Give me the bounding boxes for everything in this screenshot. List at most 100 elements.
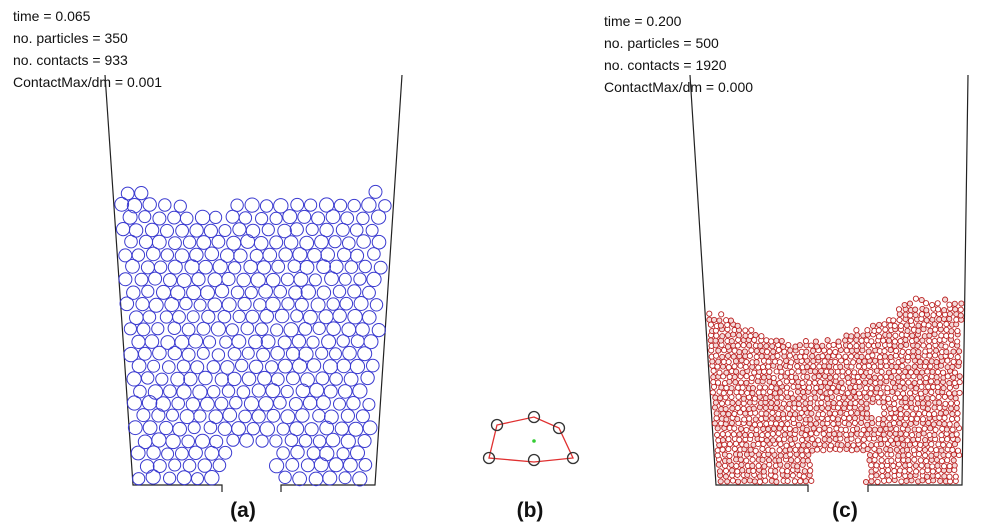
info-line: time = 0.065	[13, 8, 91, 24]
particle	[344, 372, 358, 386]
particle	[735, 405, 740, 410]
particle	[879, 442, 884, 447]
particle	[238, 297, 251, 310]
particle	[180, 212, 193, 225]
particle	[262, 224, 274, 236]
particle	[855, 411, 860, 416]
particle	[754, 360, 759, 365]
particle	[766, 458, 771, 463]
particle	[927, 344, 932, 349]
particle	[844, 333, 849, 338]
particle	[808, 417, 813, 422]
particle	[930, 464, 935, 469]
particle	[855, 333, 860, 338]
particle	[823, 380, 828, 385]
particle	[290, 422, 304, 436]
particle	[712, 317, 717, 322]
particle	[914, 337, 919, 342]
particle	[139, 347, 152, 360]
particle	[300, 261, 314, 275]
particle	[348, 285, 361, 298]
particle	[777, 448, 782, 453]
particle	[342, 323, 356, 337]
particle	[164, 472, 176, 484]
particle	[935, 301, 940, 306]
particle	[289, 286, 302, 299]
particle	[316, 372, 329, 385]
particle	[901, 391, 906, 396]
particle	[349, 422, 363, 436]
particle	[908, 473, 913, 478]
particle	[840, 386, 845, 391]
particle	[278, 336, 291, 349]
particle	[939, 433, 944, 438]
particle	[135, 187, 148, 200]
particle	[803, 432, 808, 437]
particle	[293, 472, 307, 486]
particle	[906, 380, 911, 385]
particle	[796, 401, 801, 406]
particle	[826, 354, 831, 359]
particle	[230, 397, 242, 409]
particle	[281, 410, 295, 424]
particle	[935, 369, 940, 374]
particle	[892, 323, 897, 328]
particle	[716, 359, 721, 364]
particle	[920, 370, 925, 375]
particle	[801, 443, 806, 448]
particle	[123, 210, 137, 224]
particle	[219, 446, 232, 459]
particle	[914, 386, 919, 391]
particle	[849, 448, 854, 453]
particle	[900, 380, 905, 385]
particle	[347, 397, 360, 410]
particle	[925, 396, 930, 401]
particle	[920, 401, 925, 406]
particle	[769, 400, 774, 405]
particle	[327, 322, 341, 336]
particle	[246, 310, 259, 323]
particle	[897, 312, 902, 317]
particle	[718, 396, 723, 401]
particle	[769, 339, 774, 344]
particle	[898, 412, 903, 417]
particle	[145, 223, 158, 236]
particle	[257, 261, 270, 274]
particle	[751, 406, 756, 411]
particle	[343, 237, 356, 250]
particle	[747, 416, 752, 421]
particle	[903, 337, 908, 342]
particle	[843, 401, 848, 406]
particle	[933, 327, 938, 332]
particle	[930, 469, 935, 474]
particle	[953, 474, 958, 479]
particle	[299, 435, 312, 448]
particle	[906, 452, 911, 457]
particle	[121, 187, 134, 200]
particle	[846, 380, 851, 385]
particle	[261, 335, 275, 349]
particle	[849, 354, 854, 359]
sphere	[529, 455, 540, 466]
particle	[333, 309, 346, 322]
particle	[774, 386, 779, 391]
particle	[795, 458, 800, 463]
particle	[920, 469, 925, 474]
particle	[770, 438, 775, 443]
particle	[922, 447, 927, 452]
particle	[133, 473, 145, 485]
particle	[778, 374, 783, 379]
particle	[246, 224, 259, 237]
particle	[898, 323, 903, 328]
particle	[740, 385, 745, 390]
particle	[127, 199, 141, 213]
particle	[865, 411, 870, 416]
particle	[756, 441, 761, 446]
particle	[943, 297, 948, 302]
particle	[947, 311, 952, 316]
particle	[855, 438, 860, 443]
particle	[182, 435, 195, 448]
particle	[708, 322, 713, 327]
particle	[184, 372, 197, 385]
info-line: no. particles = 350	[13, 30, 128, 46]
